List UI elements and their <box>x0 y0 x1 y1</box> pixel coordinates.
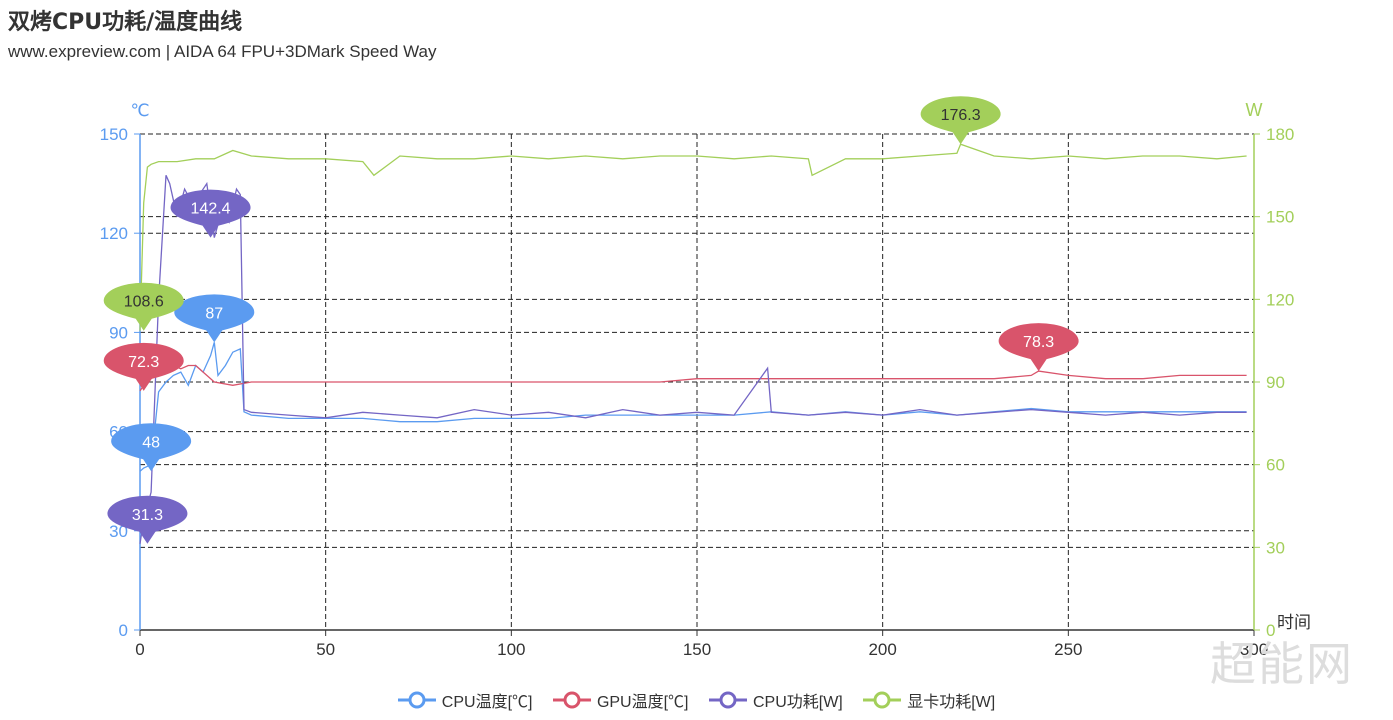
marker-label: 48 <box>142 434 160 451</box>
marker-pin <box>103 282 184 331</box>
series-line <box>139 143 1247 331</box>
legend-label: CPU温度[℃] <box>441 694 533 711</box>
marker-label: 87 <box>205 305 223 322</box>
y-left-axis-name: ℃ <box>130 101 149 121</box>
legend: CPU温度[℃] GPU温度[℃] CPU功耗[W] 显卡功耗[W] <box>0 688 1393 714</box>
max-marker: 78.3 <box>998 323 1079 372</box>
chart-subtitle: www.expreview.com | AIDA 64 FPU+3DMark S… <box>8 42 437 61</box>
x-tick-label: 300 <box>1240 640 1268 659</box>
min-marker: 48 <box>111 423 192 472</box>
y-right-tick-label: 0 <box>1266 621 1275 640</box>
marker-label: 176.3 <box>941 107 981 124</box>
legend-symbol-icon <box>708 691 747 709</box>
max-marker: 87 <box>174 294 255 343</box>
y-left-tick-label: 90 <box>109 323 128 342</box>
legend-item-gpu-power[interactable]: 显卡功耗[W] <box>863 688 995 712</box>
marker-pin <box>111 423 192 472</box>
legend-symbol-icon <box>552 691 591 709</box>
x-tick-label: 250 <box>1054 640 1082 659</box>
legend-label: CPU功耗[W] <box>752 694 843 711</box>
marker-label: 78.3 <box>1023 334 1054 351</box>
y-right-tick-label: 60 <box>1266 456 1285 475</box>
marker-label: 72.3 <box>128 354 159 371</box>
x-axis-name: 时间 <box>1277 613 1311 633</box>
marker-pin <box>920 96 1001 145</box>
min-marker: 31.3 <box>107 495 188 544</box>
x-tick-label: 0 <box>135 640 144 659</box>
y-left-tick-label: 0 <box>119 621 128 640</box>
legend-symbol-icon <box>863 691 902 709</box>
min-marker: 72.3 <box>103 342 184 391</box>
max-marker: 176.3 <box>920 96 1001 145</box>
y-right-tick-label: 90 <box>1266 373 1285 392</box>
y-left-tick-label: 150 <box>100 125 128 144</box>
y-left-tick-label: 120 <box>100 224 128 243</box>
y-right-axis-name: W <box>1246 100 1263 120</box>
y-right-tick-label: 180 <box>1266 125 1294 144</box>
series-line <box>139 175 1247 544</box>
y-right-tick-label: 150 <box>1266 208 1294 227</box>
min-marker: 108.6 <box>103 282 184 331</box>
x-tick-label: 50 <box>316 640 335 659</box>
marker-pin <box>174 294 255 343</box>
marker-label: 142.4 <box>191 201 231 218</box>
legend-label: GPU温度[℃] <box>596 694 689 711</box>
legend-item-cpu-temp[interactable]: CPU温度[℃] <box>397 688 533 712</box>
marker-pin <box>998 323 1079 372</box>
marker-pin <box>103 342 184 391</box>
chart-title: 双烤CPU功耗/温度曲线 <box>8 10 243 35</box>
series-line <box>139 364 1247 392</box>
legend-label: 显卡功耗[W] <box>907 694 996 711</box>
legend-item-gpu-temp[interactable]: GPU温度[℃] <box>552 688 689 712</box>
x-tick-label: 200 <box>868 640 896 659</box>
legend-item-cpu-power[interactable]: CPU功耗[W] <box>708 688 843 712</box>
marker-label: 108.6 <box>124 294 164 311</box>
y-right-tick-label: 120 <box>1266 290 1294 309</box>
marker-pin <box>170 189 251 238</box>
max-marker: 142.4 <box>170 189 251 238</box>
y-right-tick-label: 30 <box>1266 538 1285 557</box>
marker-label: 31.3 <box>132 507 163 524</box>
watermark-logo: 超能网 <box>1210 637 1354 691</box>
x-tick-label: 150 <box>683 640 711 659</box>
x-tick-label: 100 <box>497 640 525 659</box>
marker-pin <box>107 495 188 544</box>
series-line <box>139 342 1247 472</box>
legend-symbol-icon <box>397 691 436 709</box>
